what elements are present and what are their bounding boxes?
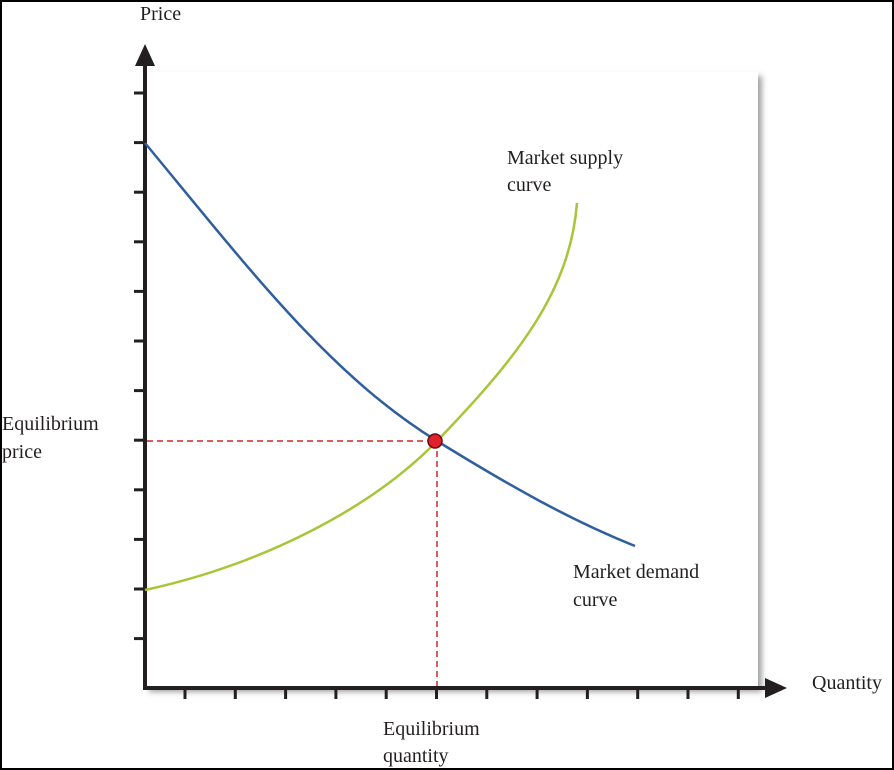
label-line: Market demand xyxy=(573,561,699,583)
x-axis-label: Quantity xyxy=(812,672,882,694)
label-line: curve xyxy=(573,589,618,611)
equilibrium-price-label: Equilibrium price xyxy=(2,413,104,463)
equilibrium-point xyxy=(427,433,443,449)
label-line: quantity xyxy=(383,745,449,767)
label-line: Equilibrium xyxy=(383,718,480,740)
label-line: Market supply xyxy=(507,147,623,169)
plot-panel xyxy=(145,72,758,688)
label-line: price xyxy=(2,441,42,463)
y-axis-label: Price xyxy=(140,3,181,25)
demand-curve xyxy=(144,142,636,548)
x-arrow xyxy=(765,678,787,698)
supply-curve-label: Market supply curve xyxy=(507,147,628,196)
equilibrium-quantity-label: Equilibrium quantity xyxy=(383,718,485,767)
demand-curve-label: Market demand curve xyxy=(573,561,704,611)
label-line: Equilibrium xyxy=(2,413,99,435)
y-arrow xyxy=(135,44,155,66)
label-line: curve xyxy=(507,174,552,196)
